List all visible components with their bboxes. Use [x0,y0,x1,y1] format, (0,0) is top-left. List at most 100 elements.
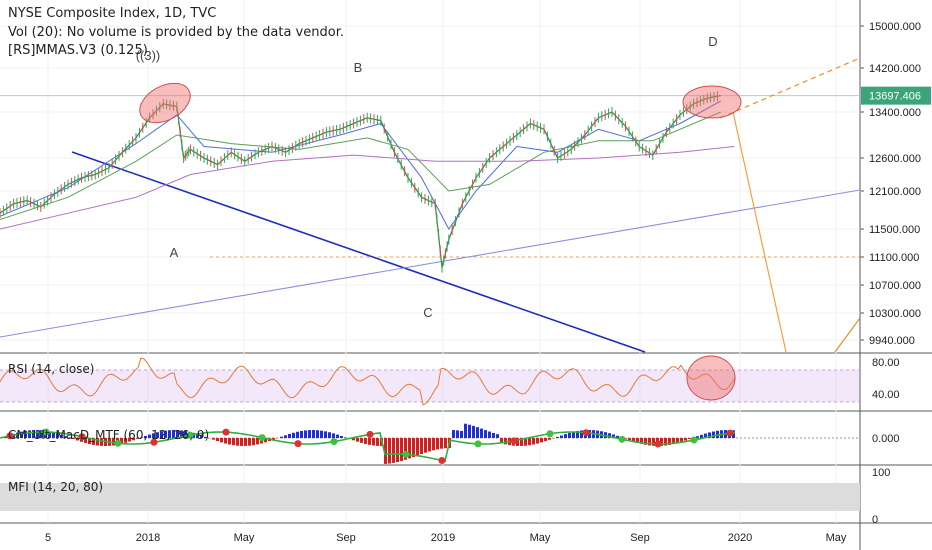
macd-histogram-bar [320,430,323,438]
macd-histogram-bar [588,430,591,438]
macd-histogram-bar [252,438,255,446]
macd-histogram-bar [392,438,395,463]
macd-histogram-bar [544,438,547,442]
macd-histogram-bar [132,438,135,441]
rsi-tick-label: 40.00 [872,389,900,401]
trendline-lavender [0,189,861,338]
price-tick-label: 15000.000 [869,21,921,33]
macd-histogram-bar [332,433,335,438]
macd-histogram-bar [360,438,363,443]
macd-histogram-bar [624,438,627,439]
macd-cross-dot [438,456,446,464]
x-axis-label: 2019 [431,532,455,544]
highlight-ellipse [686,355,736,401]
macd-histogram-bar [36,430,39,438]
macd-histogram-bar [472,425,475,438]
wave-label: C [423,305,432,320]
macd-histogram-bar [640,438,643,444]
macd-histogram-bar [704,433,707,438]
macd-histogram-bar [144,435,147,438]
macd-tick-label: 0.000 [872,433,900,445]
mfi-tick-label: 100 [872,467,890,479]
macd-histogram-bar [292,432,295,438]
price-tick-label: 11100.000 [869,252,919,264]
macd-histogram-bar [32,430,35,438]
macd-histogram-bar [240,438,243,446]
macd-histogram-bar [492,432,495,438]
wave-label: D [708,34,717,49]
macd-histogram-bar [204,436,207,438]
macd-histogram-bar [672,438,675,445]
macd-histogram-bar [300,430,303,438]
macd-histogram-bar [140,437,143,438]
macd-histogram-bar [312,430,315,438]
macd-histogram-bar [344,437,347,438]
macd-histogram-bar [676,438,679,444]
macd-cross-dot [474,440,482,448]
macd-histogram-bar [428,438,431,452]
macd-histogram-bar [648,438,651,446]
macd-histogram-bar [628,438,631,441]
mfi-band [0,483,860,511]
macd-histogram-bar [572,431,575,438]
projection-drop-line [732,111,787,353]
macd-histogram-bar [172,430,175,438]
indicator-label: [RS]MMAS.V3 (0.125) [8,43,148,58]
macd-histogram-bar [504,438,507,445]
rsi-pane-label: RSI (14, close) [8,362,95,376]
macd-histogram-bar [244,438,247,446]
macd-histogram-bar [480,428,483,438]
macd-histogram-bar [112,438,115,446]
x-axis-label: May [530,532,551,544]
projection-rise-line [834,317,861,353]
macd-histogram-bar [28,430,31,438]
macd-histogram-bar [404,438,407,460]
macd-histogram-bar [580,430,583,438]
macd-histogram-bar [652,438,655,446]
macd-histogram-bar [220,438,223,443]
macd-histogram-bar [476,427,479,438]
macd-histogram-bar [148,434,151,438]
macd-histogram-bar [96,438,99,446]
macd-histogram-bar [232,438,235,446]
macd-histogram-bar [88,438,91,445]
macd-histogram-bar [304,430,307,438]
macd-cross-dot [258,434,266,442]
x-axis-label: Sep [630,532,650,544]
wave-label: A [170,245,179,260]
chart-title: NYSE Composite Index, 1D, TVC [8,6,217,21]
macd-histogram-bar [460,430,463,438]
macd-histogram-bar [92,438,95,445]
macd-histogram-bar [644,438,647,445]
macd-histogram-bar [560,435,563,438]
macd-cross-dot [222,428,230,436]
macd-histogram-bar [660,438,663,446]
volume-note: Vol (20): No volume is provided by the d… [8,25,344,40]
wave-label: B [354,60,363,75]
macd-cross-dot [6,432,14,440]
macd-histogram-bar [712,431,715,438]
macd-histogram-bar [76,438,79,441]
wave-label: ((3)) [136,48,161,63]
macd-histogram-bar [248,438,251,446]
macd-histogram-bar [20,431,23,438]
macd-histogram-bar [376,438,379,446]
price-tick-label: 11500.000 [869,224,920,236]
macd-histogram-bar [48,431,51,438]
macd-histogram-bar [56,433,59,438]
macd-histogram-bar [288,433,291,438]
macd-histogram-bar [136,438,139,439]
projection-dashed-line [719,57,861,119]
macd-histogram-bar [216,438,219,442]
macd-histogram-bar [60,434,63,438]
macd-cross-dot [546,430,554,438]
macd-histogram-bar [444,438,447,449]
macd-cross-dot [114,439,122,447]
macd-histogram-bar [632,438,635,442]
macd-histogram-bar [184,431,187,438]
macd-cross-dot [330,438,338,446]
macd-histogram-bar [516,438,519,446]
macd-histogram-bar [400,438,403,461]
macd-histogram-bar [408,438,411,459]
